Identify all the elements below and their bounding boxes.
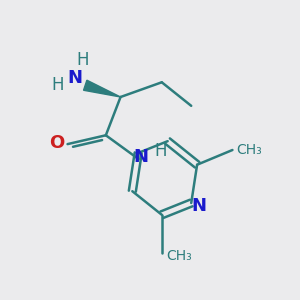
- Text: CH₃: CH₃: [236, 143, 262, 157]
- Text: N: N: [134, 148, 149, 166]
- Text: H: H: [154, 142, 167, 160]
- Text: N: N: [68, 69, 82, 87]
- Text: H: H: [51, 76, 64, 94]
- Text: CH₃: CH₃: [167, 249, 192, 263]
- Text: O: O: [50, 134, 65, 152]
- Polygon shape: [83, 80, 121, 97]
- Text: H: H: [76, 51, 88, 69]
- Text: N: N: [191, 197, 206, 215]
